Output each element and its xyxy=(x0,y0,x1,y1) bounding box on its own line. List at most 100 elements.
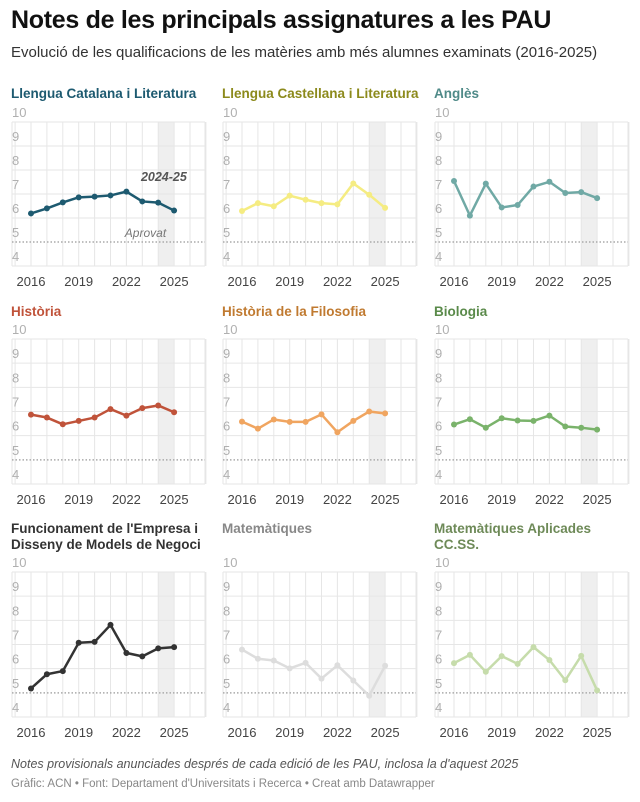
y-tick-label: 6 xyxy=(435,652,442,667)
data-point xyxy=(318,675,325,682)
data-point xyxy=(334,201,341,208)
y-tick-label: 8 xyxy=(12,370,19,385)
x-tick-label: 2025 xyxy=(371,274,400,289)
y-tick-label: 9 xyxy=(435,129,442,144)
data-point xyxy=(482,180,489,187)
data-point xyxy=(546,412,553,419)
data-point xyxy=(302,659,309,666)
data-point xyxy=(75,417,82,424)
y-tick-label: 9 xyxy=(223,346,230,361)
data-point xyxy=(171,409,178,416)
y-tick-label: 4 xyxy=(12,467,19,482)
x-tick-label: 2019 xyxy=(487,274,516,289)
data-point xyxy=(382,662,389,669)
data-point xyxy=(171,644,178,651)
panel-title: Anglès xyxy=(434,86,479,101)
y-tick-label: 8 xyxy=(223,603,230,618)
x-tick-label: 2025 xyxy=(583,725,612,740)
data-point xyxy=(594,195,601,202)
y-tick-label: 8 xyxy=(435,153,442,168)
x-tick-label: 2022 xyxy=(112,492,141,507)
x-tick-label: 2019 xyxy=(275,492,304,507)
y-tick-label: 8 xyxy=(435,603,442,618)
data-point xyxy=(91,638,98,645)
y-tick-label: 8 xyxy=(223,370,230,385)
x-tick-label: 2016 xyxy=(228,274,257,289)
data-point xyxy=(155,402,162,409)
data-point xyxy=(530,417,537,424)
data-point xyxy=(239,208,245,215)
series-line xyxy=(453,414,598,431)
panel-title: Disseny de Models de Negoci xyxy=(11,537,201,552)
data-point xyxy=(286,418,293,425)
data-point xyxy=(514,202,521,209)
panel-title: Història de la Filosofia xyxy=(222,304,367,319)
y-tick-label: 7 xyxy=(223,177,230,192)
data-point xyxy=(43,205,50,212)
data-point xyxy=(466,212,473,219)
x-tick-label: 2022 xyxy=(535,274,564,289)
data-point xyxy=(302,418,309,425)
data-point xyxy=(302,196,309,203)
data-point xyxy=(350,677,357,684)
x-tick-label: 2016 xyxy=(17,725,46,740)
y-tick-label: 10 xyxy=(223,555,237,570)
panel-title: Matemàtiques xyxy=(222,521,312,536)
data-point xyxy=(366,408,373,415)
data-point xyxy=(466,651,473,658)
data-point xyxy=(382,204,389,211)
panel-title: Matemàtiques Aplicades xyxy=(434,521,591,536)
y-tick-label: 6 xyxy=(12,201,19,216)
x-tick-label: 2019 xyxy=(275,274,304,289)
data-point xyxy=(28,411,34,418)
x-tick-label: 2019 xyxy=(275,725,304,740)
y-tick-label: 7 xyxy=(435,628,442,643)
y-tick-label: 6 xyxy=(12,652,19,667)
y-tick-label: 7 xyxy=(12,628,19,643)
data-point xyxy=(75,194,82,201)
y-tick-label: 8 xyxy=(12,153,19,168)
data-point xyxy=(578,424,585,431)
series-line xyxy=(241,410,386,434)
x-tick-label: 2019 xyxy=(64,492,93,507)
y-tick-label: 6 xyxy=(223,652,230,667)
data-point xyxy=(270,657,277,664)
data-point xyxy=(28,685,34,692)
y-tick-label: 4 xyxy=(435,467,442,482)
data-point xyxy=(562,677,569,684)
data-point xyxy=(107,192,114,199)
series-line xyxy=(30,404,175,426)
series-line xyxy=(30,190,175,215)
data-point xyxy=(498,204,505,211)
data-point xyxy=(239,646,245,653)
data-point xyxy=(59,421,66,428)
y-tick-label: 4 xyxy=(223,467,230,482)
data-point xyxy=(107,621,114,628)
data-point xyxy=(366,692,373,699)
data-point xyxy=(139,653,146,660)
data-point xyxy=(139,405,146,412)
x-tick-label: 2022 xyxy=(112,274,141,289)
data-point xyxy=(382,410,389,417)
data-point xyxy=(254,655,261,662)
chart-title: Notes de les principals assignatures a l… xyxy=(11,6,552,34)
x-tick-label: 2022 xyxy=(323,492,352,507)
x-tick-label: 2016 xyxy=(17,274,46,289)
data-point xyxy=(270,203,277,210)
x-tick-label: 2016 xyxy=(440,725,469,740)
data-point xyxy=(318,200,325,207)
y-tick-label: 5 xyxy=(435,443,442,458)
series-line xyxy=(452,180,598,217)
y-tick-label: 6 xyxy=(223,201,230,216)
data-point xyxy=(59,199,66,206)
data-point xyxy=(514,660,521,667)
x-tick-label: 2019 xyxy=(64,725,93,740)
data-point xyxy=(546,656,553,663)
y-tick-label: 10 xyxy=(12,105,26,120)
x-tick-label: 2025 xyxy=(583,492,612,507)
series-line xyxy=(453,645,599,691)
y-tick-label: 9 xyxy=(12,346,19,361)
y-tick-label: 10 xyxy=(435,555,449,570)
data-point xyxy=(59,668,66,675)
